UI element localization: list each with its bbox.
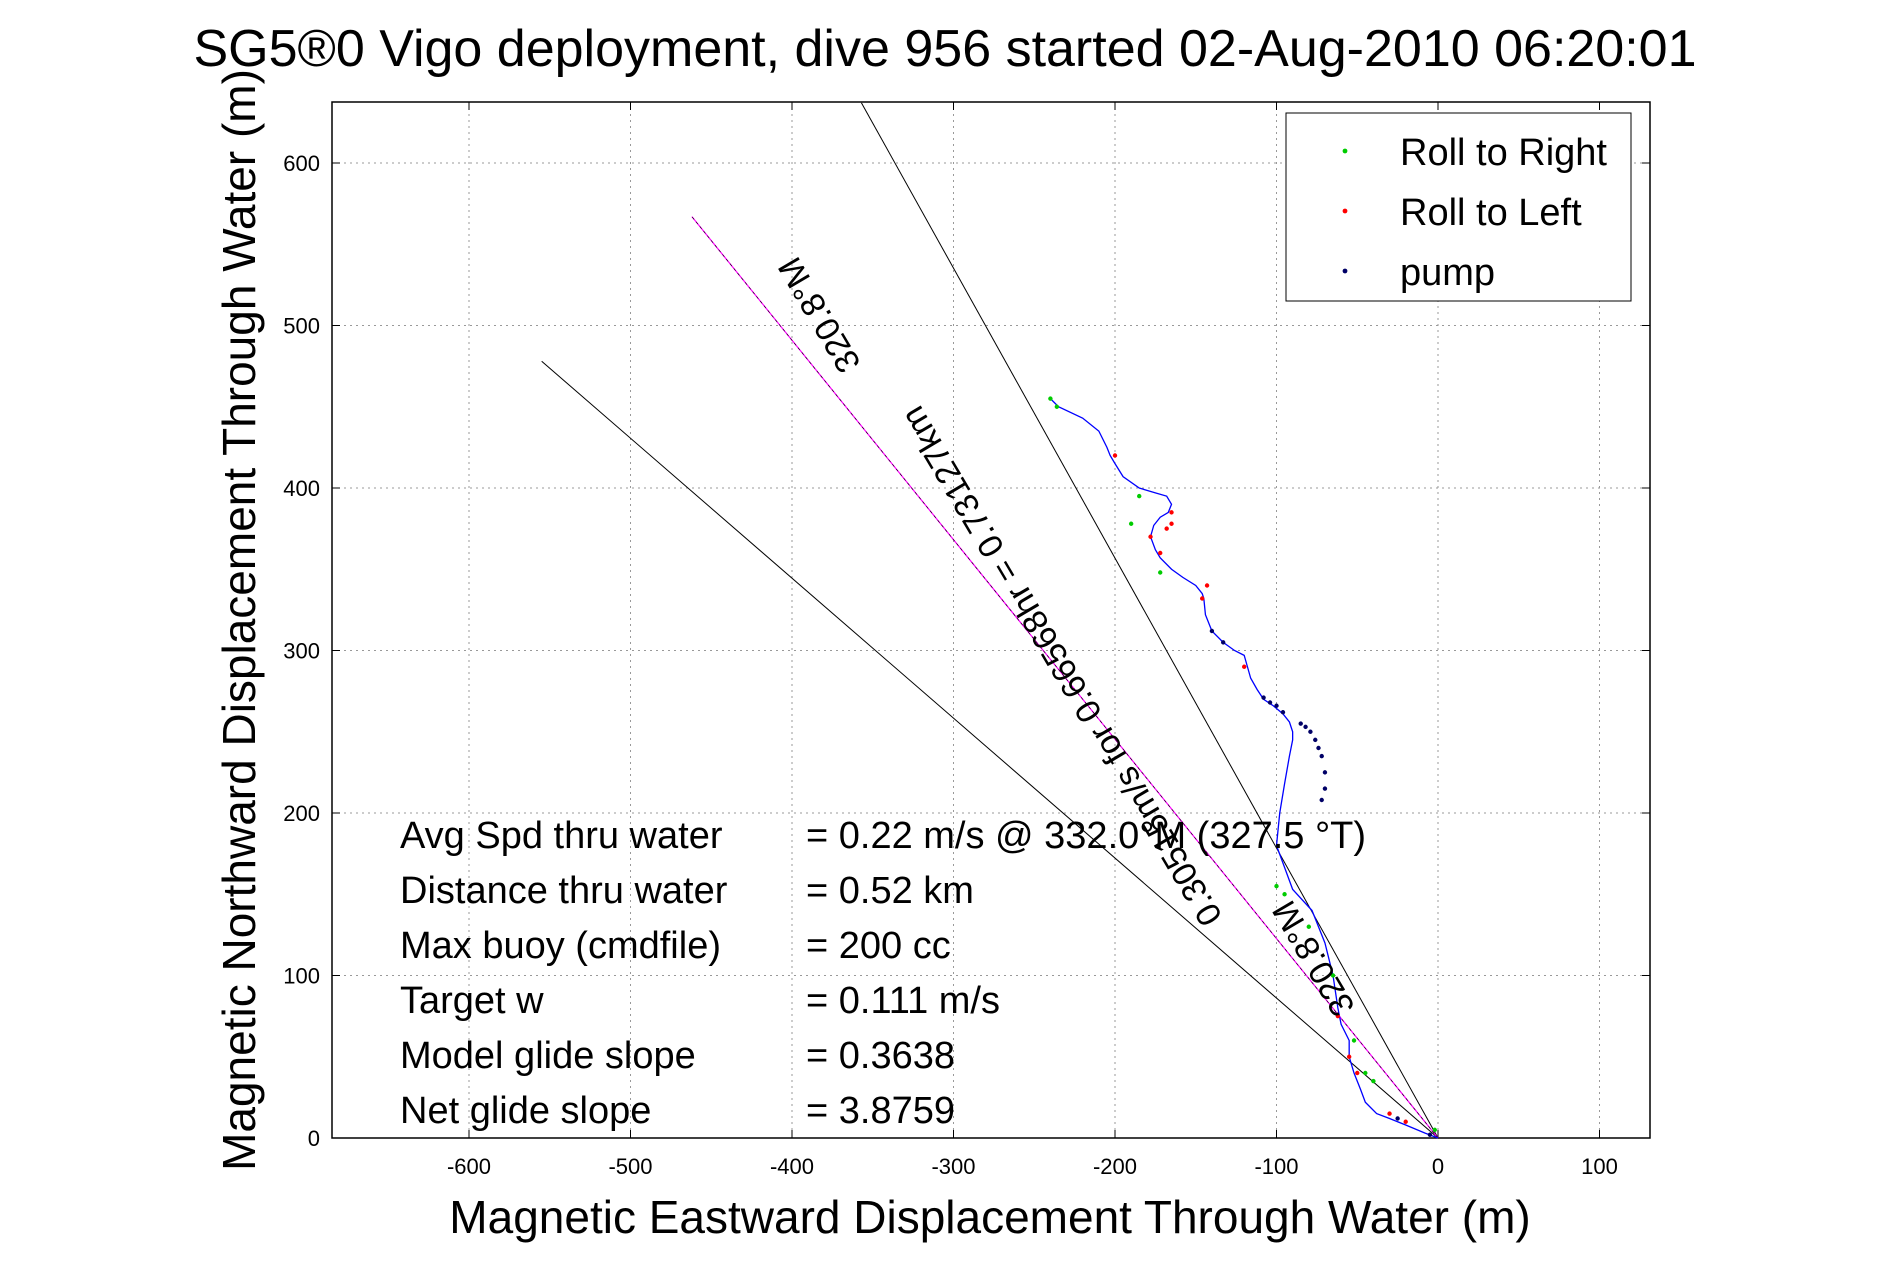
pump-point	[1298, 721, 1303, 726]
roll-left-point	[1148, 534, 1153, 539]
pump-point	[1319, 797, 1324, 803]
rotated-heading-label: 320.8°M	[771, 251, 868, 380]
x-tick-label: -300	[931, 1154, 975, 1179]
reference-lines	[541, 102, 1439, 1139]
pump-point	[1274, 703, 1279, 708]
stat-label: Avg Spd thru water	[400, 815, 723, 857]
pump-point	[1267, 700, 1273, 705]
y-tick-label: 500	[283, 314, 320, 339]
x-tick-label: -200	[1093, 1154, 1137, 1179]
pump-point	[1427, 1132, 1433, 1137]
pump-point	[1209, 628, 1215, 634]
x-tick-label: -600	[447, 1154, 491, 1179]
stat-label: Net glide slope	[400, 1090, 651, 1132]
stat-value: = 0.3638	[806, 1035, 955, 1077]
x-tick-label: -100	[1254, 1154, 1298, 1179]
legend: Roll to Right Roll to Left pump	[1285, 112, 1632, 302]
roll-left-point	[1355, 1070, 1360, 1076]
roll-left-point	[1112, 453, 1118, 458]
pump-point	[1319, 753, 1324, 759]
roll-left-point	[1403, 1119, 1408, 1124]
y-tick-label: 200	[283, 801, 320, 826]
stat-value: = 0.111 m/s	[806, 980, 1000, 1022]
y-ticks: 0 100 200 300 400 500 600	[283, 151, 1650, 1151]
stat-value: = 3.8759	[806, 1090, 955, 1132]
roll-right-point	[1432, 1127, 1437, 1133]
pump-point	[1303, 724, 1308, 730]
stat-value: = 0.22 m/s @ 332.0°M (327.5 °T)	[806, 815, 1366, 857]
legend-marker	[1342, 268, 1348, 274]
pump-point	[1395, 1116, 1400, 1121]
glide-path-line	[691, 216, 1439, 1139]
roll-right-point	[1048, 396, 1053, 401]
roll-right-point	[1363, 1070, 1368, 1076]
stat-label: Max buoy (cmdfile)	[400, 925, 721, 967]
roll-left-point	[1169, 510, 1174, 515]
roll-left-point	[1387, 1111, 1392, 1116]
roll-left-point	[1200, 596, 1205, 601]
pump-point	[1261, 695, 1266, 700]
legend-label: Roll to Right	[1400, 132, 1607, 174]
plot-area-frame	[331, 101, 1651, 1139]
pump-point	[1221, 640, 1226, 645]
roll-right-point	[1351, 1038, 1357, 1043]
legend-marker	[1342, 208, 1348, 214]
y-tick-label: 400	[283, 476, 320, 501]
y-tick-label: 300	[283, 639, 320, 664]
stat-label: Target w	[400, 980, 544, 1022]
stat-label: Distance thru water	[400, 870, 728, 912]
dive-track	[1049, 398, 1439, 1139]
roll-left-point	[1158, 550, 1163, 556]
pump-point	[1316, 745, 1321, 751]
dive-statistics: Avg Spd thru water = 0.22 m/s @ 332.0°M (…	[400, 815, 1366, 1132]
roll-and-pump-markers	[1048, 396, 1437, 1137]
stat-value: = 0.52 km	[806, 870, 974, 912]
roll-right-point	[1274, 883, 1279, 889]
roll-left-point	[1169, 521, 1174, 526]
roll-right-point	[1158, 570, 1163, 575]
x-tick-label: -400	[770, 1154, 814, 1179]
x-tick-label: 100	[1581, 1154, 1618, 1179]
y-tick-label: 100	[283, 964, 320, 989]
legend-label: pump	[1400, 252, 1495, 294]
stat-value: = 200 cc	[806, 925, 951, 967]
roll-right-point	[1306, 924, 1312, 929]
chart-title: SG5®0 Vigo deployment, dive 956 started …	[193, 20, 1696, 78]
x-ticks: -600 -500 -400 -300 -200 -100 0 100	[447, 102, 1618, 1179]
x-tick-label: -500	[608, 1154, 652, 1179]
pump-point	[1313, 737, 1318, 743]
y-tick-label: 600	[283, 151, 320, 176]
pump-point	[1322, 786, 1328, 791]
roll-right-point	[1330, 973, 1336, 978]
y-tick-label: 0	[308, 1126, 320, 1151]
roll-left-point	[1335, 1013, 1341, 1019]
stat-label: Model glide slope	[400, 1035, 696, 1077]
rotated-heading-label: 320.8°M	[1265, 894, 1362, 1023]
heading-line	[541, 360, 1439, 1139]
roll-right-point	[1054, 404, 1060, 409]
x-axis-label: Magnetic Eastward Displacement Through W…	[449, 1191, 1530, 1243]
pump-point	[1280, 710, 1286, 715]
grid-lines	[332, 102, 1650, 1139]
roll-right-point	[1128, 521, 1134, 526]
roll-right-point	[1371, 1078, 1376, 1084]
roll-right-point	[1282, 892, 1287, 897]
pump-point	[1322, 770, 1328, 775]
roll-left-point	[1204, 583, 1210, 588]
pump-point	[1308, 729, 1313, 734]
dive-track-line	[1049, 398, 1439, 1139]
roll-left-point	[1346, 1054, 1352, 1059]
y-axis-label: Magnetic Northward Displacement Through …	[213, 69, 265, 1171]
roll-left-point	[1242, 664, 1247, 669]
legend-marker	[1342, 148, 1348, 154]
roll-right-point	[1137, 493, 1142, 499]
roll-left-point	[1164, 526, 1169, 531]
x-tick-label: 0	[1432, 1154, 1444, 1179]
legend-label: Roll to Left	[1400, 192, 1582, 234]
heading-line	[861, 102, 1439, 1139]
